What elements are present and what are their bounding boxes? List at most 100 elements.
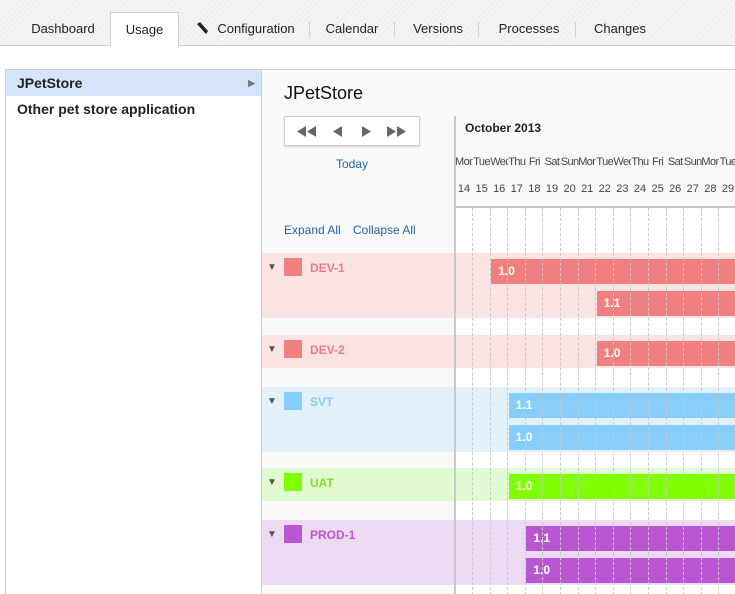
page-title: JPetStore	[284, 83, 364, 103]
sidebar-item-label: Other pet store application	[17, 101, 196, 117]
month-label: October 2013	[465, 121, 542, 135]
day-of-week-label: Mon	[578, 156, 597, 168]
tab-divider	[309, 22, 310, 37]
day-gridline	[577, 208, 579, 594]
version-label: 1.0	[533, 563, 551, 577]
double-left-icon[interactable]	[297, 126, 317, 137]
expand-all-link[interactable]: Expand All	[284, 223, 341, 237]
day-of-week-label: Tue	[473, 156, 490, 168]
day-gridline	[718, 208, 720, 594]
tab-divider	[575, 22, 576, 37]
day-number-label: 14	[457, 183, 471, 195]
environment-color-swatch	[284, 525, 302, 543]
version-label: 1.1	[603, 296, 621, 310]
day-gridline	[560, 208, 561, 594]
day-gridline	[612, 208, 614, 594]
day-number-label: 27	[686, 183, 699, 195]
today-link[interactable]: Today	[336, 157, 369, 171]
day-of-week-label: Tue	[719, 156, 735, 168]
tab-bar: Dashboard Usage Configuration Calendar V…	[0, 0, 735, 47]
environment-name[interactable]: UAT	[310, 476, 334, 490]
day-of-week-label: Sat	[667, 156, 683, 168]
tab-processes[interactable]: Processes	[486, 12, 572, 46]
day-of-week-label: Mon	[455, 156, 473, 168]
day-of-week-label: Fri	[528, 156, 541, 168]
tab-changes[interactable]: Changes	[583, 12, 657, 46]
day-gridline	[648, 208, 649, 594]
tab-label: Dashboard	[31, 21, 95, 36]
day-of-week-label: Thu	[508, 156, 526, 168]
double-right-icon[interactable]	[386, 126, 406, 137]
expand-arrow-icon: ▶	[248, 78, 255, 88]
day-gridline	[524, 208, 526, 594]
sidebar-item-other-pet-store[interactable]: Other pet store application	[6, 96, 261, 122]
day-of-week-label: Mon	[701, 156, 720, 168]
tab-dashboard[interactable]: Dashboard	[20, 12, 106, 46]
tab-divider	[478, 22, 479, 37]
day-gridline	[665, 208, 667, 594]
version-label: 1.1	[533, 531, 551, 545]
header-divider	[456, 206, 735, 208]
day-gridline	[595, 208, 597, 594]
environment-row-dev-2: ▼ DEV-2 1.0	[262, 335, 735, 368]
tab-label: Processes	[498, 21, 560, 36]
tab-label: Configuration	[217, 21, 295, 36]
collapse-triangle-icon[interactable]: ▼	[267, 477, 277, 488]
right-icon[interactable]	[361, 126, 371, 137]
version-label: 1.0	[515, 479, 533, 493]
environment-color-swatch	[284, 258, 302, 276]
tab-usage[interactable]: Usage	[110, 12, 179, 47]
collapse-triangle-icon[interactable]: ▼	[267, 529, 277, 540]
day-number-label: 18	[528, 183, 541, 195]
day-gridline	[507, 208, 509, 594]
day-number-label: 26	[669, 183, 682, 195]
version-bar[interactable]: 1.0	[508, 474, 735, 499]
tab-label: Usage	[125, 22, 164, 37]
day-number-label: 24	[633, 183, 647, 195]
application-list: JPetStore ▶ Other pet store application	[5, 69, 262, 594]
tab-configuration[interactable]: Configuration	[185, 12, 305, 46]
date-navigation	[284, 116, 420, 146]
environment-name[interactable]: PROD-1	[310, 528, 356, 542]
environment-name[interactable]: DEV-1	[310, 261, 345, 275]
day-number-label: 22	[598, 183, 611, 195]
day-of-week-label: Tue	[596, 156, 614, 168]
version-bar[interactable]: 1.1	[508, 393, 735, 418]
tab-label: Versions	[413, 21, 463, 36]
tab-calendar[interactable]: Calendar	[316, 12, 388, 46]
day-number-label: 23	[616, 183, 629, 195]
tab-divider	[394, 22, 395, 37]
tab-label: Calendar	[325, 21, 379, 36]
environment-row-uat: ▼ UAT 1.0	[262, 468, 735, 501]
day-gridline	[472, 208, 473, 594]
tab-label: Changes	[593, 21, 647, 36]
environment-name[interactable]: DEV-2	[310, 343, 345, 357]
environment-color-swatch	[284, 473, 302, 491]
day-number-label: 29	[721, 183, 735, 195]
day-number-label: 17	[510, 183, 523, 195]
day-number-label: 15	[475, 183, 488, 195]
day-number-label: 20	[563, 183, 576, 195]
collapse-all-link[interactable]: Collapse All	[353, 223, 416, 237]
day-number-label: 28	[704, 183, 717, 195]
version-bar[interactable]: 1.0	[508, 425, 735, 450]
day-of-week-label: Wed	[490, 156, 508, 168]
day-gridline	[542, 208, 544, 594]
day-gridline	[489, 208, 491, 594]
day-of-week-label: Wed	[613, 156, 631, 168]
tab-versions[interactable]: Versions	[401, 12, 475, 46]
environment-color-swatch	[284, 392, 302, 410]
version-label: 1.1	[515, 398, 533, 412]
day-of-week-label: Sun	[560, 156, 579, 168]
collapse-triangle-icon[interactable]: ▼	[267, 262, 277, 273]
day-of-week-label: Fri	[652, 156, 664, 168]
day-number-label: 21	[581, 183, 594, 195]
collapse-triangle-icon[interactable]: ▼	[267, 396, 277, 407]
version-label: 1.0	[603, 346, 621, 360]
sidebar-item-jpetstore[interactable]: JPetStore ▶	[6, 70, 261, 96]
day-number-label: 19	[545, 183, 559, 195]
environment-name[interactable]: SVT	[310, 395, 334, 409]
day-number-label: 16	[493, 183, 506, 195]
left-icon[interactable]	[333, 126, 343, 137]
collapse-triangle-icon[interactable]: ▼	[267, 344, 277, 355]
